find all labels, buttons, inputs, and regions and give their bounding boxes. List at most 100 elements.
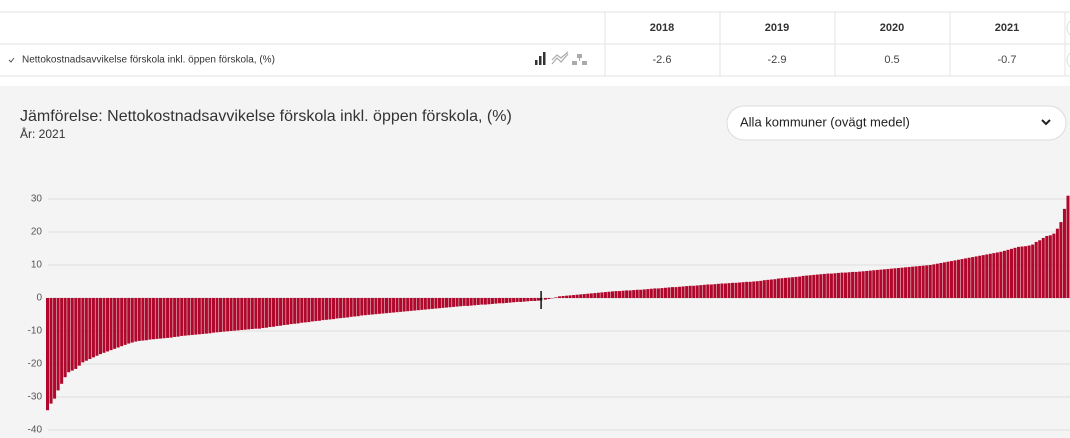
header-button[interactable]: [1066, 19, 1070, 37]
bar: [1041, 237, 1045, 298]
bar: [289, 298, 293, 325]
bar: [882, 269, 886, 298]
dropdown-chevron[interactable]: [1041, 119, 1051, 126]
bar: [370, 298, 374, 315]
bar: [1017, 246, 1021, 298]
bar: [141, 298, 145, 341]
bar: [441, 298, 445, 308]
table-background: [0, 0, 1070, 86]
bar: [310, 298, 314, 322]
bar: [776, 278, 780, 298]
bar: [360, 298, 364, 316]
bar: [1027, 245, 1031, 298]
bar: [558, 296, 562, 298]
bar: [755, 281, 759, 298]
bar: [1038, 240, 1042, 298]
bar: [946, 261, 950, 298]
bar: [822, 273, 826, 298]
bar: [226, 298, 230, 332]
bar: [861, 271, 865, 298]
bar: [967, 257, 971, 298]
bar: [939, 263, 943, 298]
cell-value: -0.7: [998, 54, 1017, 66]
bar: [250, 298, 254, 330]
row-label: Nettokostnadsavvikelse förskola inkl. öp…: [22, 55, 275, 66]
bar: [483, 298, 487, 305]
bar: [95, 298, 99, 356]
bar: [490, 298, 494, 304]
bar-icon[interactable]: [535, 52, 546, 65]
bar: [388, 298, 392, 313]
bar: [836, 272, 840, 298]
bar: [582, 294, 586, 298]
bar: [53, 298, 57, 399]
bar: [392, 298, 396, 313]
bar: [610, 291, 614, 298]
bar: [335, 298, 339, 319]
y-tick-label: 10: [31, 260, 43, 271]
bar: [815, 274, 819, 298]
bar: [985, 254, 989, 298]
bar: [324, 298, 328, 320]
bar: [402, 298, 406, 312]
line-icon[interactable]: [551, 51, 569, 65]
bar: [148, 298, 152, 340]
bar: [964, 258, 968, 298]
bar: [911, 266, 915, 298]
bar: [674, 287, 678, 298]
bar: [60, 298, 64, 384]
bar: [748, 281, 752, 298]
bar: [670, 287, 675, 298]
bar: [395, 298, 399, 313]
bar: [1006, 249, 1010, 298]
bar: [921, 265, 925, 298]
bar: [519, 298, 523, 302]
row-button[interactable]: [1066, 51, 1070, 69]
bar: [858, 271, 862, 298]
bar: [162, 298, 166, 339]
dropdown[interactable]: [726, 105, 1067, 141]
bar: [49, 298, 53, 404]
bar: [353, 298, 357, 317]
bar: [900, 267, 904, 298]
bar: [420, 298, 424, 310]
bar: [194, 298, 198, 335]
bar: [339, 298, 343, 319]
bar: [109, 298, 113, 351]
bar: [1024, 246, 1028, 298]
bar: [706, 284, 710, 298]
bar: [183, 298, 187, 336]
bar: [847, 272, 851, 298]
bar: [116, 298, 120, 348]
bar: [384, 298, 389, 314]
bar: [346, 298, 350, 318]
bar: [766, 279, 770, 298]
bar: [512, 298, 516, 303]
expand-icon[interactable]: [8, 57, 15, 63]
bar: [473, 298, 477, 306]
chart-title: Jämförelse: Nettokostnadsavvikelse försk…: [20, 108, 512, 125]
bar: [476, 298, 480, 305]
bar: [596, 292, 600, 298]
bar: [367, 298, 371, 315]
bar: [928, 265, 932, 298]
bar: [123, 298, 127, 345]
table: 2018 2019 2020 2021 Nettokostnadsavvikelse f…: [22, 22, 1019, 66]
bar: [409, 298, 413, 311]
y-tick-label: -40: [28, 425, 43, 436]
bar: [600, 292, 604, 298]
bar: [865, 270, 869, 298]
tree-icon[interactable]: [572, 54, 587, 65]
cell-value: 0.5: [884, 54, 899, 66]
bar: [434, 298, 438, 309]
bar: [169, 298, 173, 338]
bar: [437, 298, 441, 309]
bar: [572, 295, 576, 298]
bar: [692, 285, 696, 298]
bar: [981, 255, 985, 298]
y-tick-label: 0: [36, 293, 42, 304]
bar: [851, 271, 855, 298]
bar: [374, 298, 378, 315]
bar: [271, 298, 276, 327]
bar: [243, 298, 247, 330]
